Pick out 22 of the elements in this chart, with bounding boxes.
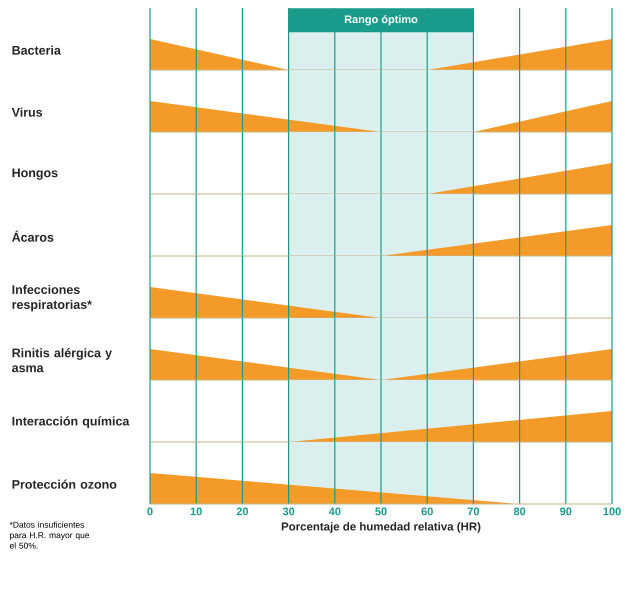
x-tick-label: 20	[236, 508, 248, 516]
x-tick-label: 30	[282, 508, 294, 516]
x-tick-label: 40	[328, 508, 340, 516]
y-axis-title: Infecciones respiratorias*	[12, 284, 92, 312]
x-tick-label: 10	[190, 508, 202, 516]
x-tick-label: 50	[375, 508, 387, 516]
y-axis-title: Virus	[12, 108, 42, 117]
y-axis-title: Rinitis alérgica y asma	[12, 348, 112, 372]
text: *Datos insuficientes para H.R. mayor que el 50%.	[10, 522, 90, 549]
y-axis-title: Interacción química	[12, 416, 130, 428]
x-tick-label: 70	[468, 508, 480, 516]
x-tick-label: 80	[514, 508, 526, 516]
x-tick-label: 100	[604, 508, 621, 516]
x-tick-label: 0	[147, 508, 153, 516]
band-label: Rango óptimo	[344, 15, 418, 26]
y-axis-title: Hongos	[12, 168, 58, 180]
y-axis-title: Ácaros	[12, 230, 54, 242]
x-axis-title: Porcentaje de humedad relativa (HR)	[282, 522, 480, 533]
y-axis-title: Protección ozono	[12, 480, 116, 489]
y-axis-title: Bacteria	[12, 46, 61, 55]
x-tick-label: 90	[560, 508, 572, 516]
x-tick-label: 60	[422, 508, 433, 516]
